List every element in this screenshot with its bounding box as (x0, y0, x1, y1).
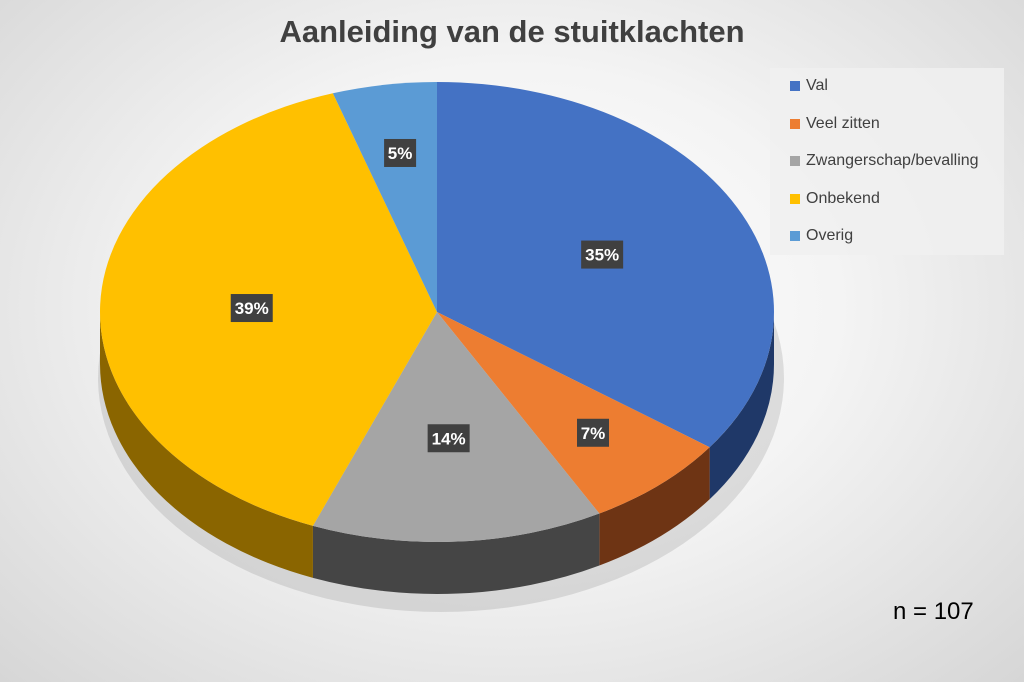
legend-label: Onbekend (806, 189, 880, 207)
data-label-onbekend: 39% (230, 294, 273, 323)
pie-side-onbekend (100, 312, 313, 578)
legend-swatch (790, 81, 800, 91)
data-label-text: 14% (432, 429, 466, 448)
legend-swatch (790, 193, 800, 204)
legend-label: Veel zitten (806, 114, 880, 132)
legend-label: Overig (806, 227, 854, 244)
data-label-text: 39% (235, 299, 269, 318)
pie-sides (100, 312, 774, 594)
data-label-box (577, 418, 610, 447)
sample-size-annotation: n = 107 (893, 598, 974, 625)
pie-data-labels: 35% 7% 14% 39% 5% (230, 138, 624, 453)
pie-side-zwangerschap-bevalling (312, 513, 600, 594)
data-label-box (427, 424, 470, 453)
data-label-veel-zitten: 7% (577, 418, 610, 447)
legend-item-zwangerschap-bevalling: Zwangerschap/bevalling (790, 149, 979, 173)
legend-swatch (790, 231, 800, 241)
data-label-box (581, 240, 624, 269)
legend: Val Veel zitten Zwangerschap/bevalling Onbe… (770, 68, 1004, 255)
chart-title: Aanleiding van de stuitklachten (279, 14, 745, 49)
pie-side-veel-zitten (599, 447, 710, 566)
data-label-box (230, 294, 273, 323)
legend-swatch (790, 156, 800, 166)
legend-swatch (790, 118, 800, 129)
data-label-box (384, 138, 417, 167)
legend-item-onbekend: Onbekend (790, 187, 880, 211)
legend-item-overig: Overig (790, 224, 853, 248)
legend-label: Val (806, 77, 828, 94)
data-label-zwangerschap-bevalling: 14% (427, 424, 470, 453)
data-label-val: 35% (581, 240, 624, 269)
pie-side-val (709, 312, 774, 500)
data-label-text: 5% (388, 144, 413, 163)
pie-slices (100, 82, 774, 542)
legend-label: Zwangerschap/bevalling (806, 152, 979, 169)
legend-item-val: Val (790, 74, 828, 98)
pie-slice-veel-zitten (437, 312, 710, 514)
data-label-text: 35% (585, 246, 619, 265)
data-label-overig: 5% (384, 138, 417, 167)
legend-item-veel-zitten: Veel zitten (790, 112, 880, 136)
data-label-text: 7% (581, 424, 606, 443)
